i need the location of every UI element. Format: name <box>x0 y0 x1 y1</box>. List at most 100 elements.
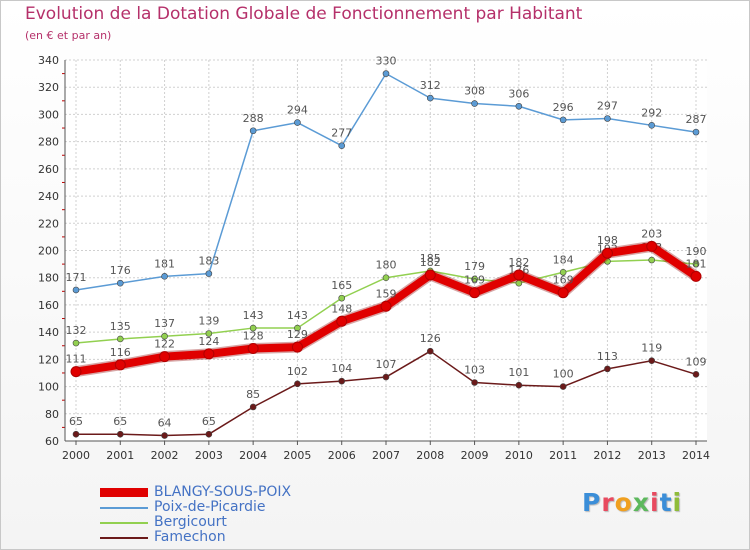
data-label: 292 <box>641 106 662 119</box>
y-tick-label: 300 <box>38 108 59 121</box>
x-tick-label: 2009 <box>461 449 489 462</box>
x-tick-label: 2002 <box>151 449 179 462</box>
data-point <box>559 116 567 124</box>
data-label: 203 <box>641 227 662 240</box>
data-point <box>114 359 126 371</box>
y-tick-label: 100 <box>38 381 59 394</box>
data-point <box>604 365 611 373</box>
data-point <box>294 380 301 388</box>
data-label: 65 <box>202 415 216 428</box>
data-point <box>471 100 478 107</box>
logo-letter: i <box>672 488 683 517</box>
data-point <box>205 430 213 438</box>
data-point <box>648 122 656 129</box>
data-label: 165 <box>331 279 352 292</box>
data-point <box>424 269 436 281</box>
data-label: 181 <box>686 257 707 270</box>
data-point <box>72 286 80 294</box>
data-label: 181 <box>154 257 175 270</box>
data-point <box>338 142 346 150</box>
data-label: 135 <box>110 320 131 333</box>
data-label: 107 <box>376 358 397 371</box>
data-label: 179 <box>464 260 485 273</box>
x-tick-label: 2006 <box>328 449 356 462</box>
data-label: 182 <box>420 256 441 269</box>
data-point <box>336 315 348 327</box>
data-point <box>72 430 80 438</box>
data-label: 182 <box>508 256 529 269</box>
legend-label: Poix-de-Picardie <box>154 499 266 515</box>
data-label: 308 <box>464 85 485 98</box>
data-point <box>205 270 213 277</box>
data-point <box>515 381 523 389</box>
data-label: 139 <box>198 315 219 328</box>
x-tick-label: 2004 <box>239 449 267 462</box>
data-point <box>249 127 257 135</box>
data-label: 100 <box>553 368 574 381</box>
data-label: 297 <box>597 100 618 113</box>
data-label: 287 <box>686 113 707 126</box>
y-tick-label: 200 <box>38 245 59 258</box>
data-point <box>203 348 215 360</box>
data-label: 132 <box>66 324 87 337</box>
data-label: 64 <box>158 417 172 430</box>
data-label: 104 <box>331 362 352 375</box>
data-label: 180 <box>376 259 397 272</box>
x-tick-label: 2014 <box>682 449 710 462</box>
data-point <box>646 240 658 252</box>
data-label: 148 <box>331 302 352 315</box>
data-point <box>426 347 434 355</box>
proxiti-logo: Proxiti <box>582 488 682 517</box>
x-tick-label: 2007 <box>372 449 400 462</box>
chart-title: Evolution de la Dotation Globale de Fonc… <box>25 4 583 24</box>
y-tick-label: 240 <box>38 190 59 203</box>
legend-swatch <box>100 536 148 539</box>
data-label: 312 <box>420 79 441 92</box>
x-tick-label: 2003 <box>195 449 223 462</box>
data-label: 122 <box>154 338 175 351</box>
data-point <box>291 341 303 353</box>
data-label: 190 <box>686 245 707 258</box>
data-label: 113 <box>597 350 618 363</box>
data-point <box>471 275 478 283</box>
data-label: 184 <box>553 253 574 266</box>
data-point <box>72 339 80 347</box>
y-tick-label: 80 <box>45 408 59 421</box>
y-tick-label: 340 <box>38 54 59 67</box>
data-point <box>471 379 478 386</box>
data-point <box>559 268 567 276</box>
data-label: 198 <box>597 234 618 247</box>
data-label: 65 <box>113 415 127 428</box>
data-label: 137 <box>154 317 175 330</box>
data-label: 171 <box>66 271 87 284</box>
legend-label: Famechon <box>154 529 226 545</box>
chart-legend: BLANGY-SOUS-POIX Poix-de-Picardie Bergicou… <box>100 485 291 545</box>
data-label: 185 <box>420 252 441 265</box>
data-label: 294 <box>287 104 308 117</box>
data-point <box>469 287 481 299</box>
data-label: 109 <box>686 355 707 368</box>
data-point <box>161 273 168 280</box>
data-point <box>161 432 168 439</box>
data-label: 169 <box>464 274 485 287</box>
data-point <box>161 332 168 340</box>
data-point <box>382 373 390 381</box>
y-tick-label: 280 <box>38 136 59 149</box>
chart-subtitle: (en € et par an) <box>25 29 112 42</box>
data-label: 124 <box>198 335 219 348</box>
data-point <box>690 270 702 282</box>
y-tick-label: 120 <box>38 353 59 366</box>
data-label: 129 <box>287 328 308 341</box>
x-tick-label: 2005 <box>283 449 311 462</box>
data-point <box>294 119 301 126</box>
data-label: 277 <box>331 127 352 140</box>
data-point <box>513 269 525 281</box>
data-point <box>116 279 124 287</box>
y-tick-label: 320 <box>38 81 59 94</box>
data-label: 111 <box>66 353 87 366</box>
data-label: 288 <box>243 112 264 125</box>
x-tick-label: 2013 <box>638 449 666 462</box>
data-point <box>559 383 567 390</box>
data-point <box>692 371 700 378</box>
data-label: 116 <box>110 346 131 359</box>
